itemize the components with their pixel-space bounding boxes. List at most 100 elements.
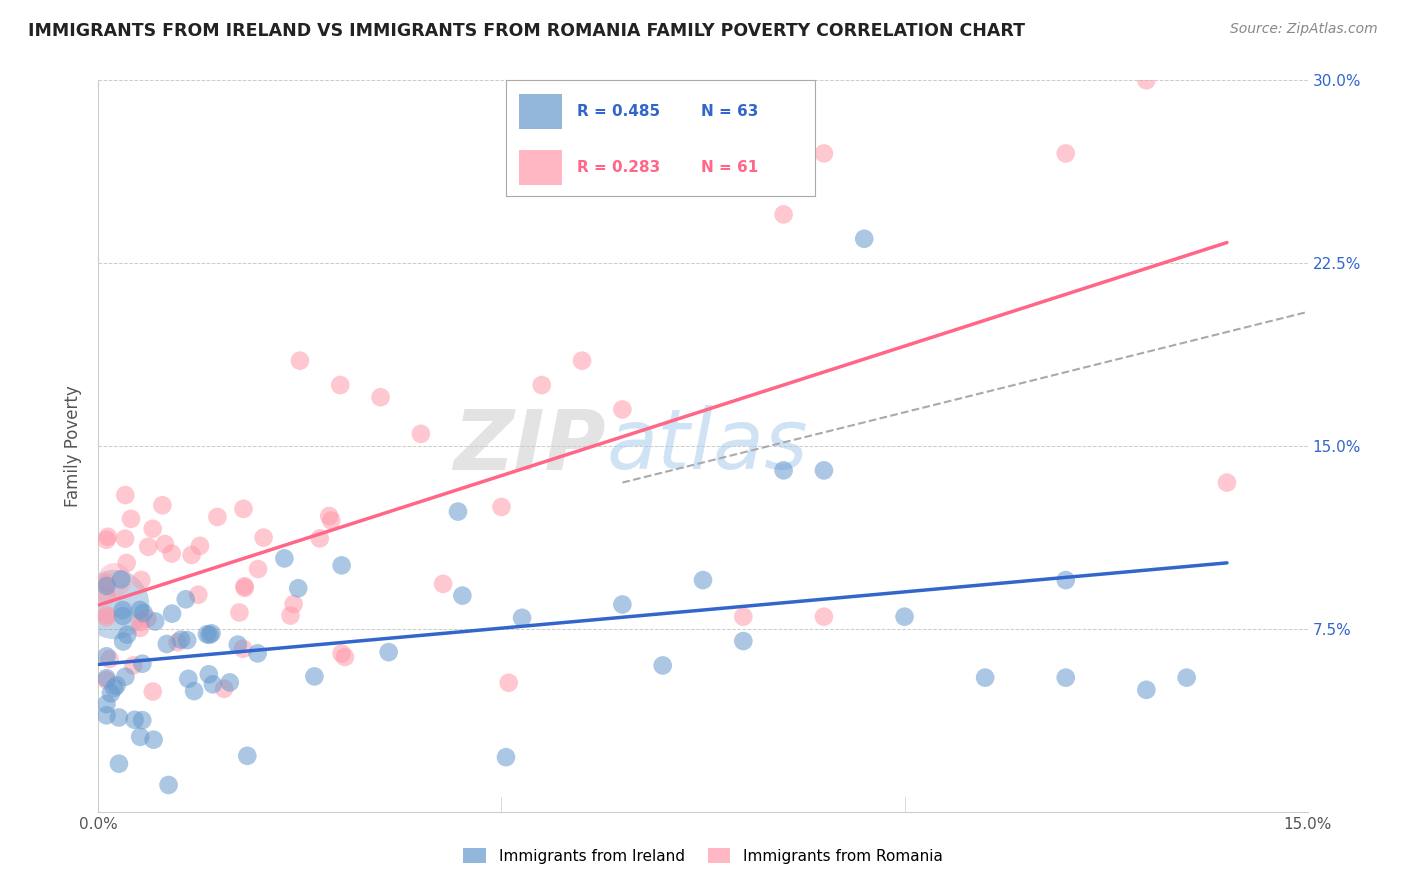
Point — [288, 353, 311, 368]
Point — [510, 611, 533, 625]
Point — [377, 645, 399, 659]
Point — [612, 598, 634, 612]
Point — [1175, 671, 1198, 685]
Point — [120, 512, 142, 526]
Point — [183, 684, 205, 698]
Point — [142, 732, 165, 747]
Text: ZIP: ZIP — [454, 406, 606, 486]
Point — [115, 556, 138, 570]
Point — [96, 589, 118, 603]
Point — [233, 579, 256, 593]
Point — [96, 708, 118, 723]
Legend: Immigrants from Ireland, Immigrants from Romania: Immigrants from Ireland, Immigrants from… — [457, 842, 949, 870]
Point — [447, 505, 470, 519]
Point — [330, 558, 353, 573]
Point — [273, 551, 295, 566]
Point — [114, 488, 136, 502]
Point — [142, 522, 165, 536]
Point — [174, 592, 197, 607]
Point — [530, 378, 553, 392]
Point — [218, 675, 240, 690]
Point — [651, 658, 673, 673]
Point — [207, 510, 229, 524]
Point — [853, 232, 876, 246]
Point — [156, 637, 179, 651]
Point — [198, 667, 221, 681]
Point — [129, 621, 152, 635]
Point — [160, 547, 183, 561]
Text: Source: ZipAtlas.com: Source: ZipAtlas.com — [1230, 22, 1378, 37]
Point — [96, 610, 118, 624]
Point — [329, 378, 352, 392]
Point — [131, 713, 153, 727]
Point — [122, 658, 145, 673]
Point — [304, 669, 326, 683]
Point — [280, 608, 302, 623]
Point — [432, 577, 454, 591]
Bar — [519, 150, 562, 185]
Point — [1054, 146, 1077, 161]
Point — [96, 649, 118, 664]
Point — [1054, 573, 1077, 587]
Point — [195, 627, 218, 641]
Point — [733, 609, 755, 624]
Point — [136, 611, 159, 625]
Point — [96, 575, 118, 590]
Point — [330, 647, 353, 661]
Point — [132, 606, 155, 620]
Point — [96, 673, 118, 687]
Point — [114, 670, 136, 684]
Y-axis label: Family Poverty: Family Poverty — [65, 385, 83, 507]
Point — [176, 633, 198, 648]
Point — [228, 606, 250, 620]
Point — [409, 426, 432, 441]
Point — [170, 632, 193, 647]
Point — [1135, 73, 1157, 87]
Point — [136, 540, 159, 554]
Point — [498, 675, 520, 690]
Point — [108, 710, 131, 724]
Point — [321, 514, 343, 528]
Point — [247, 562, 270, 576]
Point — [370, 390, 392, 404]
Point — [96, 671, 118, 685]
Point — [180, 548, 202, 562]
Point — [143, 615, 166, 629]
Point — [571, 353, 593, 368]
Point — [111, 603, 134, 617]
Point — [733, 634, 755, 648]
Point — [893, 609, 915, 624]
Bar — [519, 95, 562, 129]
Point — [212, 681, 235, 696]
Point — [152, 498, 174, 512]
Point — [96, 579, 118, 593]
Point — [131, 657, 153, 671]
Text: atlas: atlas — [606, 406, 808, 486]
Point — [232, 501, 254, 516]
Point — [129, 603, 152, 617]
Point — [98, 652, 121, 666]
Point — [111, 609, 134, 624]
Point — [103, 681, 125, 695]
Point — [287, 581, 309, 595]
Point — [318, 508, 340, 523]
Point — [103, 573, 125, 587]
Point — [110, 573, 132, 587]
Point — [96, 697, 118, 711]
Point — [813, 146, 835, 161]
Point — [772, 207, 794, 221]
Point — [308, 532, 330, 546]
Point — [692, 573, 714, 587]
Point — [200, 626, 222, 640]
Point — [813, 463, 835, 477]
Point — [129, 730, 152, 744]
Point — [491, 500, 513, 514]
Point — [96, 533, 118, 547]
Point — [1216, 475, 1239, 490]
Point — [283, 597, 305, 611]
Point — [153, 537, 176, 551]
Point — [124, 713, 146, 727]
Point — [198, 628, 221, 642]
Point — [1054, 671, 1077, 685]
Point — [97, 530, 120, 544]
